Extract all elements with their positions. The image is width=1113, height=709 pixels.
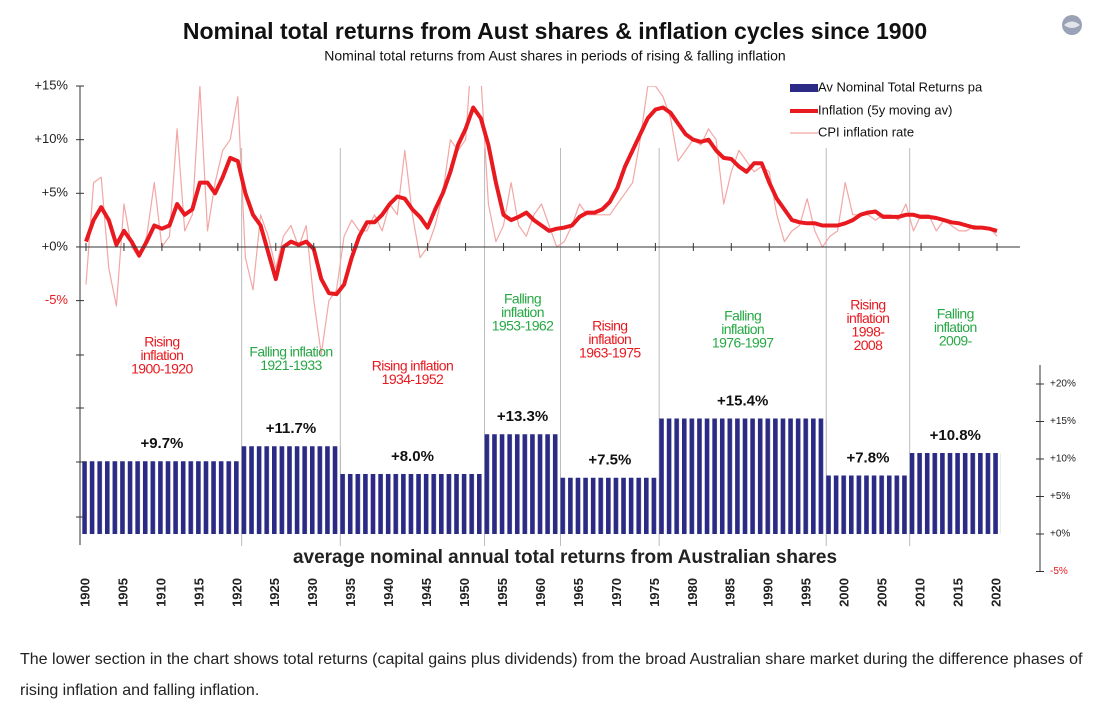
chart-subtitle: Nominal total returns from Aust shares i…	[324, 48, 785, 64]
period-label: Rising	[850, 297, 885, 313]
x-tick-label: 2010	[913, 578, 928, 607]
period-label: Falling	[724, 308, 761, 324]
period-label: Falling	[937, 306, 974, 322]
period-label: Rising inflation	[372, 358, 453, 374]
legend-label: Av Nominal Total Returns pa	[818, 79, 983, 94]
x-tick-label: 1910	[153, 578, 168, 607]
period-label: 2008	[854, 337, 884, 353]
bar	[82, 461, 242, 534]
period-label: inflation	[501, 304, 544, 320]
x-tick-label: 1900	[77, 578, 92, 607]
x-tick-label: 1950	[457, 578, 472, 607]
x-tick-label: 1970	[609, 578, 624, 607]
value-label: +9.7%	[140, 435, 183, 452]
y2-tick-label: +15%	[1050, 416, 1076, 427]
period-label: 1934-1952	[382, 371, 444, 387]
value-label: +7.8%	[846, 449, 889, 466]
period-label: 1998-	[852, 324, 886, 340]
x-tick-label: 1975	[647, 578, 662, 607]
x-tick-label: 1995	[799, 578, 814, 607]
x-tick-label: 1980	[685, 578, 700, 607]
period-label: Falling inflation	[249, 344, 332, 360]
value-label: +7.5%	[588, 452, 631, 469]
y2-tick-label: -5%	[1050, 566, 1068, 577]
y-tick-label: -5%	[45, 292, 69, 307]
period-label: 1963-1975	[579, 345, 641, 361]
x-tick-label: 1925	[267, 578, 282, 607]
period-label: 1900-1920	[131, 361, 193, 377]
period-label: inflation	[140, 347, 183, 363]
x-tick-label: 2000	[837, 578, 852, 607]
value-label: +15.4%	[717, 392, 768, 409]
line	[85, 86, 998, 355]
period-label: 2009-	[939, 333, 973, 349]
x-tick-label: 1985	[723, 578, 738, 607]
x-tick-label: 1945	[419, 578, 434, 607]
chart: Nominal total returns from Aust shares &…	[34, 15, 1082, 607]
x-tick-label: 1930	[305, 578, 320, 607]
logo	[1062, 15, 1082, 35]
x-tick-label: 2020	[988, 578, 1003, 607]
line	[84, 105, 998, 297]
x-tick-label: 1915	[191, 578, 206, 607]
period-label: 1921-1933	[260, 357, 322, 373]
x-tick-label: 1955	[495, 578, 510, 607]
x-tick-label: 2005	[875, 578, 890, 607]
period-label: inflation	[588, 331, 631, 347]
value-label: +11.7%	[266, 420, 316, 437]
y2-tick-label: +10%	[1050, 454, 1076, 465]
caption: The lower section in the chart shows tot…	[20, 651, 1083, 699]
x-tick-label: 1940	[381, 578, 396, 607]
bar	[241, 446, 341, 534]
period-label: inflation	[934, 319, 977, 335]
value-label: +8.0%	[391, 448, 434, 465]
x-tick-label: 1965	[571, 578, 586, 607]
y-tick-label: +0%	[42, 238, 69, 253]
y2-tick-label: +0%	[1050, 529, 1070, 540]
period-label: Rising	[144, 334, 179, 350]
period-label: Falling	[504, 291, 541, 307]
y-tick-label: +5%	[42, 185, 69, 200]
legend-label: CPI inflation rate	[818, 124, 914, 139]
x-tick-label: 1990	[761, 578, 776, 607]
bar	[340, 474, 485, 534]
period-label: Rising	[592, 318, 627, 334]
y2-tick-label: +5%	[1050, 491, 1070, 502]
x-tick-label: 2015	[950, 578, 965, 607]
period-label: inflation	[847, 310, 890, 326]
bar	[484, 434, 561, 534]
y-tick-label: +15%	[34, 77, 68, 92]
chart-title: Nominal total returns from Aust shares &…	[183, 18, 927, 44]
bar	[826, 475, 910, 534]
x-tick-label: 1960	[533, 578, 548, 607]
period-label: 1953-1962	[492, 318, 554, 334]
y-tick-label: +10%	[34, 131, 68, 146]
x-tick-label: 1935	[343, 578, 358, 607]
period-label: inflation	[721, 321, 764, 337]
value-label: +13.3%	[497, 408, 548, 425]
legend-label: Inflation (5y moving av)	[818, 102, 952, 117]
bar-chart-title: average nominal annual total returns fro…	[293, 547, 837, 568]
y2-tick-label: +20%	[1050, 379, 1076, 390]
period-label: 1976-1997	[712, 335, 774, 351]
x-tick-label: 1920	[229, 578, 244, 607]
x-tick-label: 1905	[115, 578, 130, 607]
bar	[560, 477, 660, 534]
legend-swatch	[790, 84, 818, 92]
value-label: +10.8%	[930, 427, 981, 444]
bar	[659, 418, 827, 534]
bar	[909, 453, 1001, 534]
